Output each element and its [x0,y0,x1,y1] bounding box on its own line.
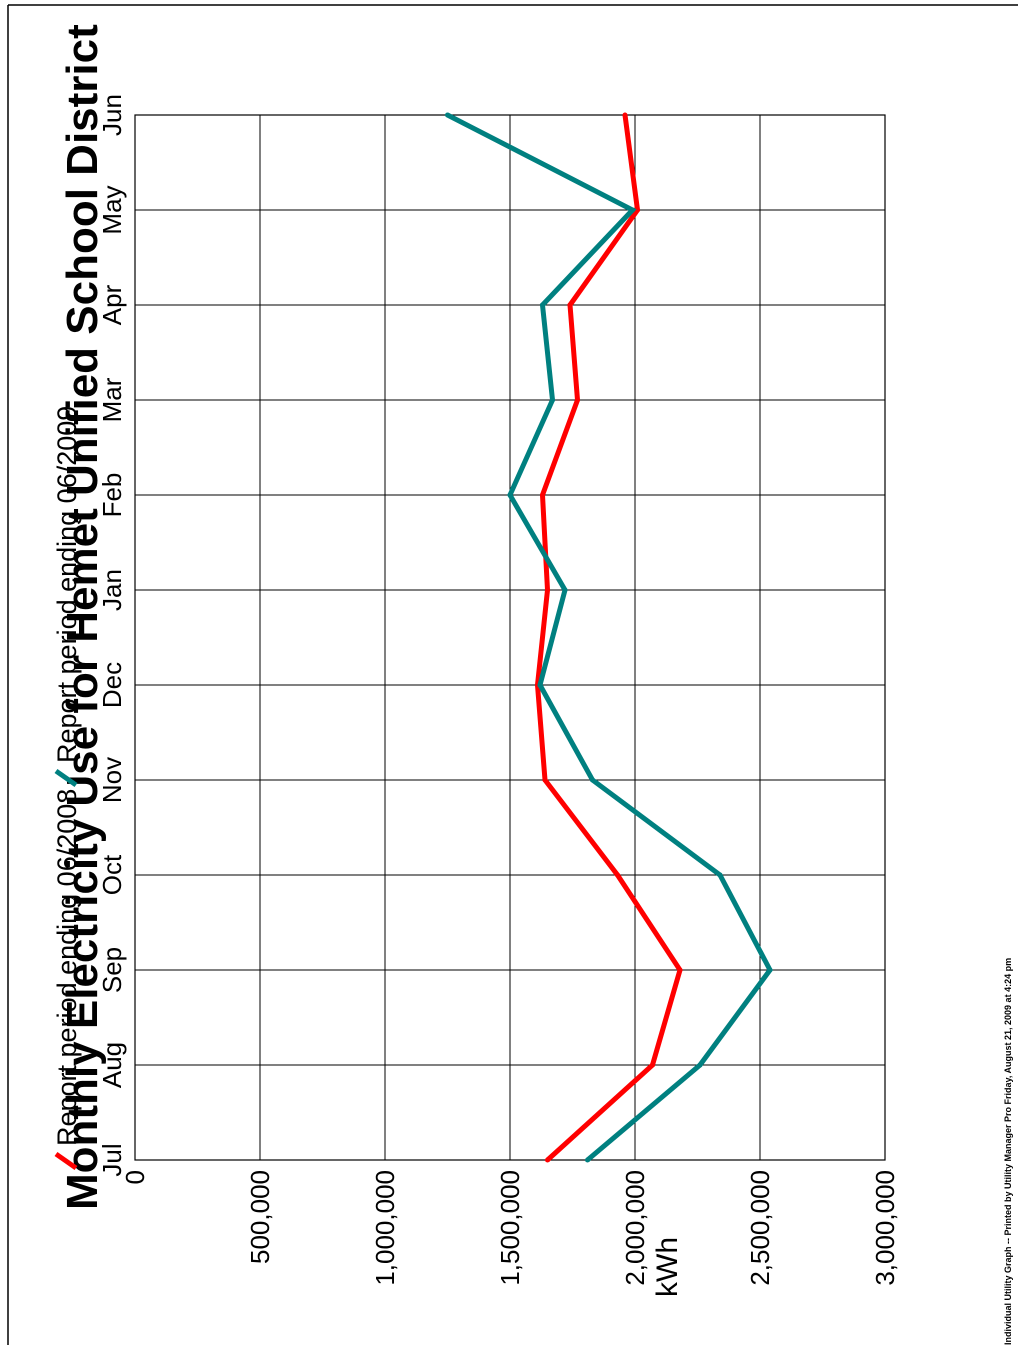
legend-swatch-1 [54,1151,78,1171]
x-tick-label: Jun [97,94,127,136]
y-tick-label: 500,000 [245,1170,275,1264]
legend-label-1: Report period ending 06/2008 [52,789,82,1146]
data-point [650,1062,655,1068]
y-tick-label: 1,000,000 [370,1170,400,1286]
y-tick-label: 2,000,000 [620,1170,650,1286]
x-tick-label: Nov [97,757,127,803]
chart-title: Monthly Electricity Use for Hemet Unifie… [58,24,107,1210]
data-point [562,587,568,593]
data-point [575,397,580,403]
x-tick-label: Apr [97,284,127,325]
data-point [445,112,450,118]
x-tick-label: Dec [97,662,127,708]
y-tick-label: 2,500,000 [745,1170,775,1286]
data-point [622,112,628,118]
data-point [697,1062,703,1068]
x-tick-label: Jan [97,569,127,611]
data-point [590,777,595,783]
y-tick-label: 0 [120,1170,150,1184]
x-tick-label: Oct [97,854,127,895]
data-point [630,207,635,213]
x-tick-label: Feb [97,473,127,518]
data-point [542,777,548,783]
y-axis-label: kWh [651,1237,684,1297]
series-line-1 [534,114,683,1162]
data-point [767,967,773,973]
footer-text: Individual Utility Graph -- Printed by U… [1003,958,1013,1345]
legend-swatch-2 [54,768,78,788]
x-tick-label: Sep [97,947,127,993]
data-point [537,682,543,688]
data-point [567,302,573,308]
x-tick-label: Jul [97,1143,127,1176]
legend-label-2: Report period ending 06/2009 [52,406,82,763]
data-point [507,492,513,498]
x-tick-label: Aug [97,1042,127,1088]
series-line-2 [446,112,773,1162]
data-point [585,1157,590,1163]
data-point [677,967,683,973]
data-point [615,872,620,878]
data-point [717,872,723,878]
data-point [545,587,550,593]
data-point [635,207,640,213]
y-tick-label: 3,000,000 [870,1170,900,1286]
data-point [540,492,545,498]
x-tick-label: Mar [97,377,127,422]
data-point [540,302,545,308]
y-tick-label: 1,500,000 [495,1170,525,1286]
x-tick-label: May [97,185,127,234]
data-point [545,1157,550,1163]
data-point [550,397,555,403]
